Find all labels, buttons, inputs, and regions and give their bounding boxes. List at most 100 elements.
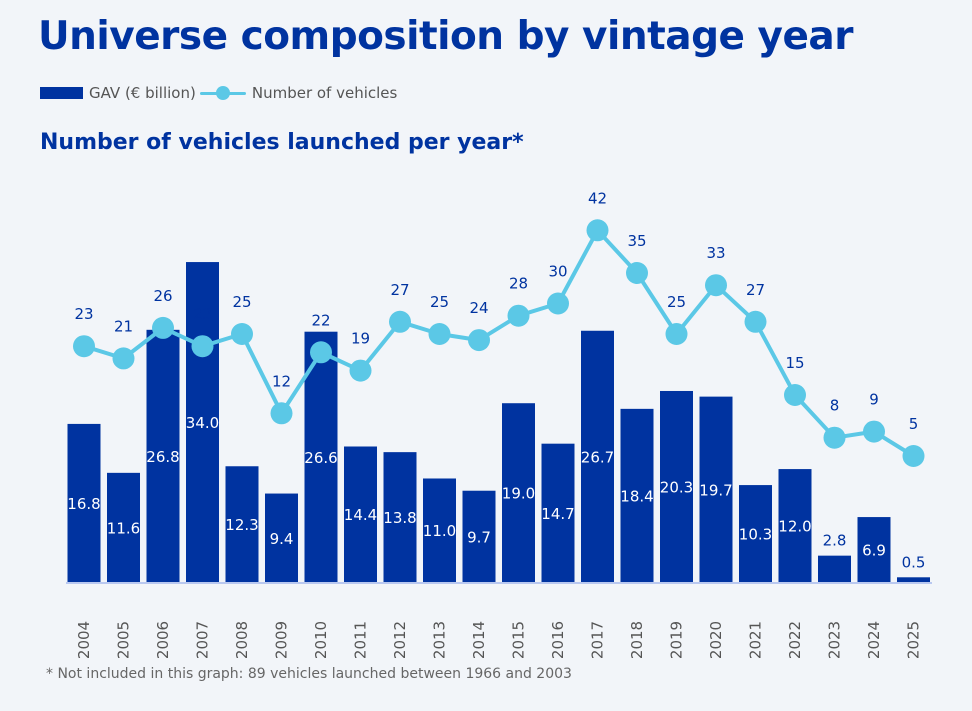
x-tick-label: 2024: [865, 621, 883, 659]
vehicles-point: [231, 323, 253, 345]
bar-data-label: 34.0: [186, 414, 219, 432]
vehicles-point: [823, 426, 846, 449]
vehicles-point: [744, 310, 767, 333]
bar-data-label: 6.9: [862, 542, 886, 560]
x-tick-label: 2019: [668, 621, 686, 659]
line-data-label: 12: [272, 372, 291, 390]
bar: [778, 469, 812, 582]
bar-data-label: 20.3: [660, 478, 693, 496]
line-data-label: 25: [232, 293, 251, 311]
bar: [660, 390, 693, 582]
line-data-label: 25: [430, 293, 449, 311]
line-data-label: 9: [869, 391, 879, 409]
line-data-label: 27: [746, 281, 765, 299]
bar: [857, 517, 891, 582]
vehicles-point: [507, 304, 530, 327]
vehicles-point: [586, 219, 609, 242]
x-tick-label: 2010: [312, 621, 330, 659]
vehicles-point: [863, 420, 885, 443]
x-tick-label: 2012: [391, 621, 409, 659]
legend-bar-label: GAV (€ billion): [89, 84, 196, 102]
bar-data-label: 14.7: [541, 505, 574, 523]
bar: [344, 446, 377, 582]
x-tick-label: 2011: [352, 621, 370, 659]
vehicles-point: [349, 359, 372, 382]
line-data-label: 23: [193, 305, 212, 323]
bar-data-label: 19.7: [699, 481, 732, 499]
bar: [383, 452, 417, 582]
bar-data-label: 18.4: [620, 487, 653, 505]
bar-data-label: 26.8: [146, 448, 179, 466]
x-tick-label: 2008: [233, 621, 251, 659]
bar: [146, 329, 180, 582]
x-tick-label: 2016: [549, 621, 567, 659]
x-tick-label: 2023: [826, 621, 844, 659]
x-tick-label: 2006: [154, 621, 172, 659]
bar-data-label: 14.4: [344, 506, 377, 524]
bar-data-label: 10.3: [739, 526, 772, 544]
bar: [897, 577, 930, 582]
bar-data-label: 16.8: [67, 495, 100, 513]
line-data-label: 26: [153, 287, 172, 305]
vehicles-point: [665, 323, 688, 345]
line-data-label: 25: [667, 293, 686, 311]
x-tick-label: 2020: [707, 621, 725, 659]
line-data-label: 15: [785, 354, 804, 372]
bar: [186, 262, 219, 582]
bar-data-label: 19.0: [502, 485, 535, 503]
line-data-label: 27: [390, 281, 409, 299]
bar: [620, 408, 654, 582]
bar: [462, 490, 496, 582]
bar: [739, 485, 772, 582]
bar-data-label: 26.7: [581, 448, 614, 466]
line-data-label: 21: [114, 317, 133, 335]
bar: [107, 472, 140, 582]
vehicles-line: [83, 228, 915, 458]
bar-data-label: 2.8: [823, 532, 847, 550]
page-title: Universe composition by vintage year: [38, 14, 853, 59]
line-data-label: 30: [548, 263, 567, 281]
bar-data-label: 11.0: [423, 522, 456, 540]
bar-data-label: 9.7: [467, 528, 491, 546]
legend: GAV (€ billion) Number of vehicles: [40, 84, 397, 102]
vehicles-point: [428, 323, 451, 345]
line-data-label: 5: [909, 415, 919, 433]
vehicles-point: [902, 445, 925, 467]
vehicles-point: [112, 347, 135, 370]
x-tick-label: 2004: [75, 621, 93, 659]
bar-data-label: 11.6: [107, 519, 140, 537]
bar-data-label: 0.5: [902, 553, 926, 571]
bar: [502, 403, 535, 582]
vehicles-point: [705, 274, 727, 297]
x-tick-label: 2007: [194, 621, 212, 659]
line-data-label: 19: [351, 330, 370, 348]
vehicles-point: [626, 262, 648, 284]
bar: [304, 331, 338, 582]
bar-data-label: 26.6: [304, 449, 337, 467]
bar: [67, 423, 101, 582]
footnote: * Not included in this graph: 89 vehicle…: [46, 666, 572, 682]
legend-line-label: Number of vehicles: [251, 84, 398, 102]
x-tick-label: 2014: [470, 621, 488, 659]
line-data-label: 23: [74, 305, 93, 323]
x-tick-label: 2021: [747, 621, 765, 659]
vehicles-point: [191, 335, 214, 358]
legend-bar-swatch: [40, 87, 83, 99]
x-tick-label: 2017: [589, 621, 607, 659]
line-data-label: 33: [706, 244, 725, 262]
line-data-label: 8: [830, 397, 840, 415]
bar-data-label: 12.0: [778, 518, 811, 536]
bar: [423, 478, 456, 582]
bar: [818, 555, 851, 582]
x-tick-label: 2013: [431, 621, 449, 659]
bar: [581, 330, 614, 582]
line-data-label: 28: [509, 275, 528, 293]
bar: [541, 443, 575, 582]
x-tick-label: 2015: [510, 621, 528, 659]
line-data-label: 24: [469, 299, 488, 317]
vehicles-point: [389, 310, 411, 333]
vehicles-point: [270, 402, 293, 425]
bar-data-label: 12.3: [225, 516, 258, 534]
legend-line-swatch: [199, 86, 246, 100]
